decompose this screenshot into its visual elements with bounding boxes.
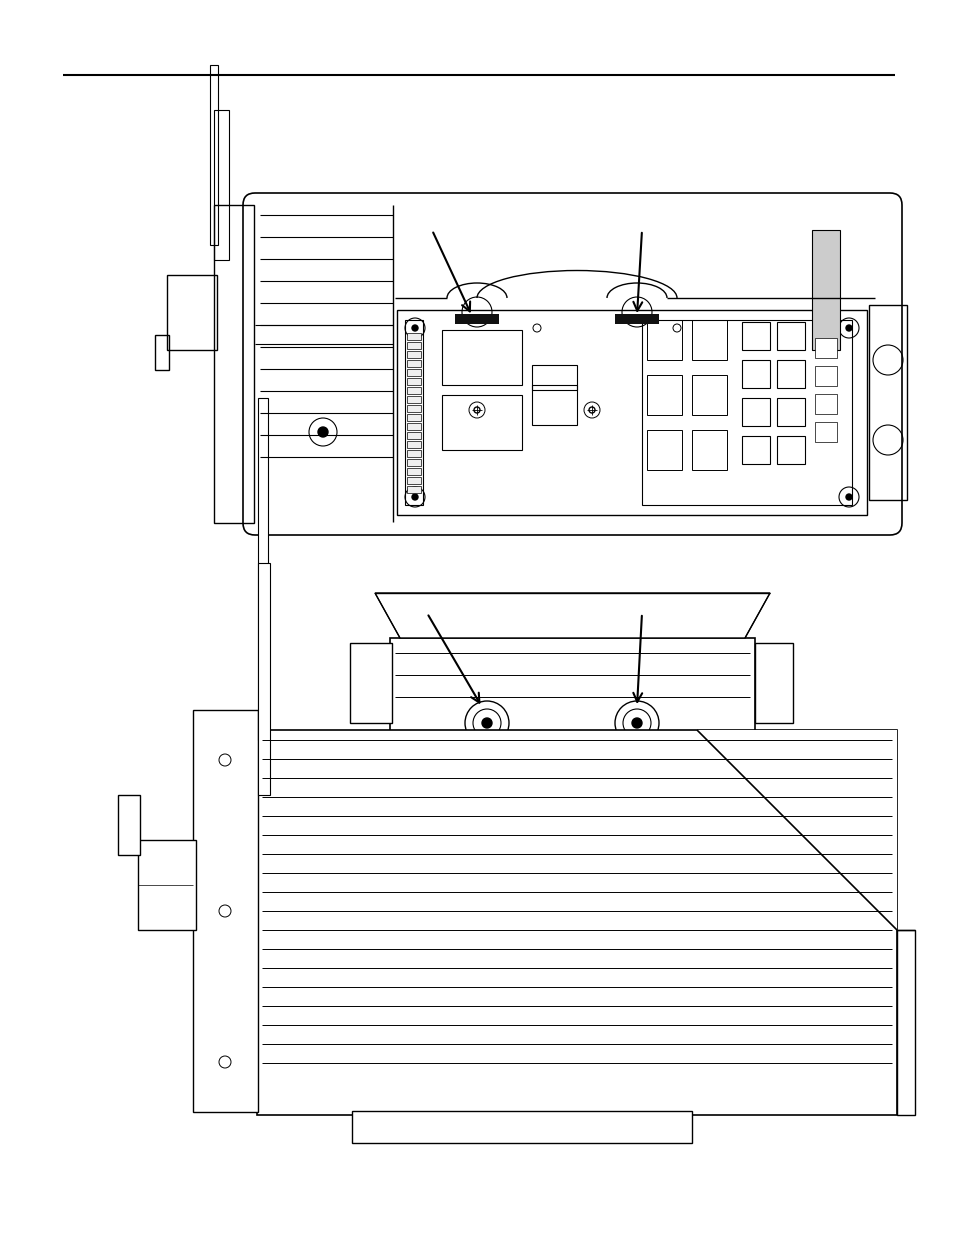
Bar (741, 436, 769, 464)
Bar (741, 322, 769, 350)
Bar (407, 405, 420, 412)
Bar (776, 436, 804, 464)
Bar (407, 441, 420, 448)
Bar (407, 359, 420, 367)
Bar (256, 730, 896, 1115)
Bar (396, 310, 866, 515)
Bar (868, 305, 906, 500)
Bar (776, 322, 804, 350)
Bar (691, 430, 726, 471)
Bar (257, 398, 268, 740)
Bar (213, 205, 253, 522)
Circle shape (845, 494, 851, 500)
Circle shape (317, 427, 328, 437)
Polygon shape (697, 730, 896, 930)
Circle shape (481, 718, 492, 727)
Bar (350, 643, 392, 722)
Bar (814, 366, 836, 387)
Bar (407, 487, 420, 493)
Bar (741, 359, 769, 388)
Bar (352, 1112, 691, 1144)
Bar (811, 230, 840, 350)
Bar (154, 335, 169, 370)
Bar (741, 398, 769, 426)
Bar (257, 563, 270, 795)
Bar (691, 375, 726, 415)
Circle shape (845, 325, 851, 331)
Bar (407, 459, 420, 466)
Bar (646, 375, 681, 415)
Bar (814, 338, 836, 358)
Bar (814, 422, 836, 442)
Bar (407, 333, 420, 340)
Bar (390, 638, 754, 734)
Bar (455, 314, 498, 324)
Bar (407, 468, 420, 475)
Bar (814, 394, 836, 414)
Circle shape (631, 718, 641, 727)
Bar (641, 320, 851, 505)
Bar (407, 424, 420, 430)
Bar (776, 359, 804, 388)
Bar (118, 795, 140, 855)
Bar (532, 366, 577, 390)
Bar (193, 710, 257, 1112)
Bar (441, 395, 521, 450)
Bar (407, 351, 420, 358)
Bar (691, 320, 726, 359)
Bar (776, 398, 804, 426)
Bar (896, 930, 914, 1115)
Bar (532, 385, 577, 425)
Bar (646, 320, 681, 359)
Bar (407, 378, 420, 385)
Polygon shape (375, 593, 769, 638)
Bar (407, 369, 420, 375)
Bar (646, 430, 681, 471)
Bar (407, 387, 420, 394)
Bar (441, 330, 521, 385)
Bar (407, 477, 420, 484)
Bar (754, 643, 792, 722)
Bar (405, 320, 422, 505)
Bar (407, 342, 420, 350)
Bar (615, 314, 659, 324)
Bar (407, 432, 420, 438)
Bar (210, 65, 218, 245)
Bar (213, 110, 229, 261)
Circle shape (412, 325, 417, 331)
Bar (407, 414, 420, 421)
Bar (138, 840, 195, 930)
Bar (167, 275, 216, 350)
FancyBboxPatch shape (243, 193, 901, 535)
Bar (407, 450, 420, 457)
Circle shape (412, 494, 417, 500)
Bar (407, 396, 420, 403)
